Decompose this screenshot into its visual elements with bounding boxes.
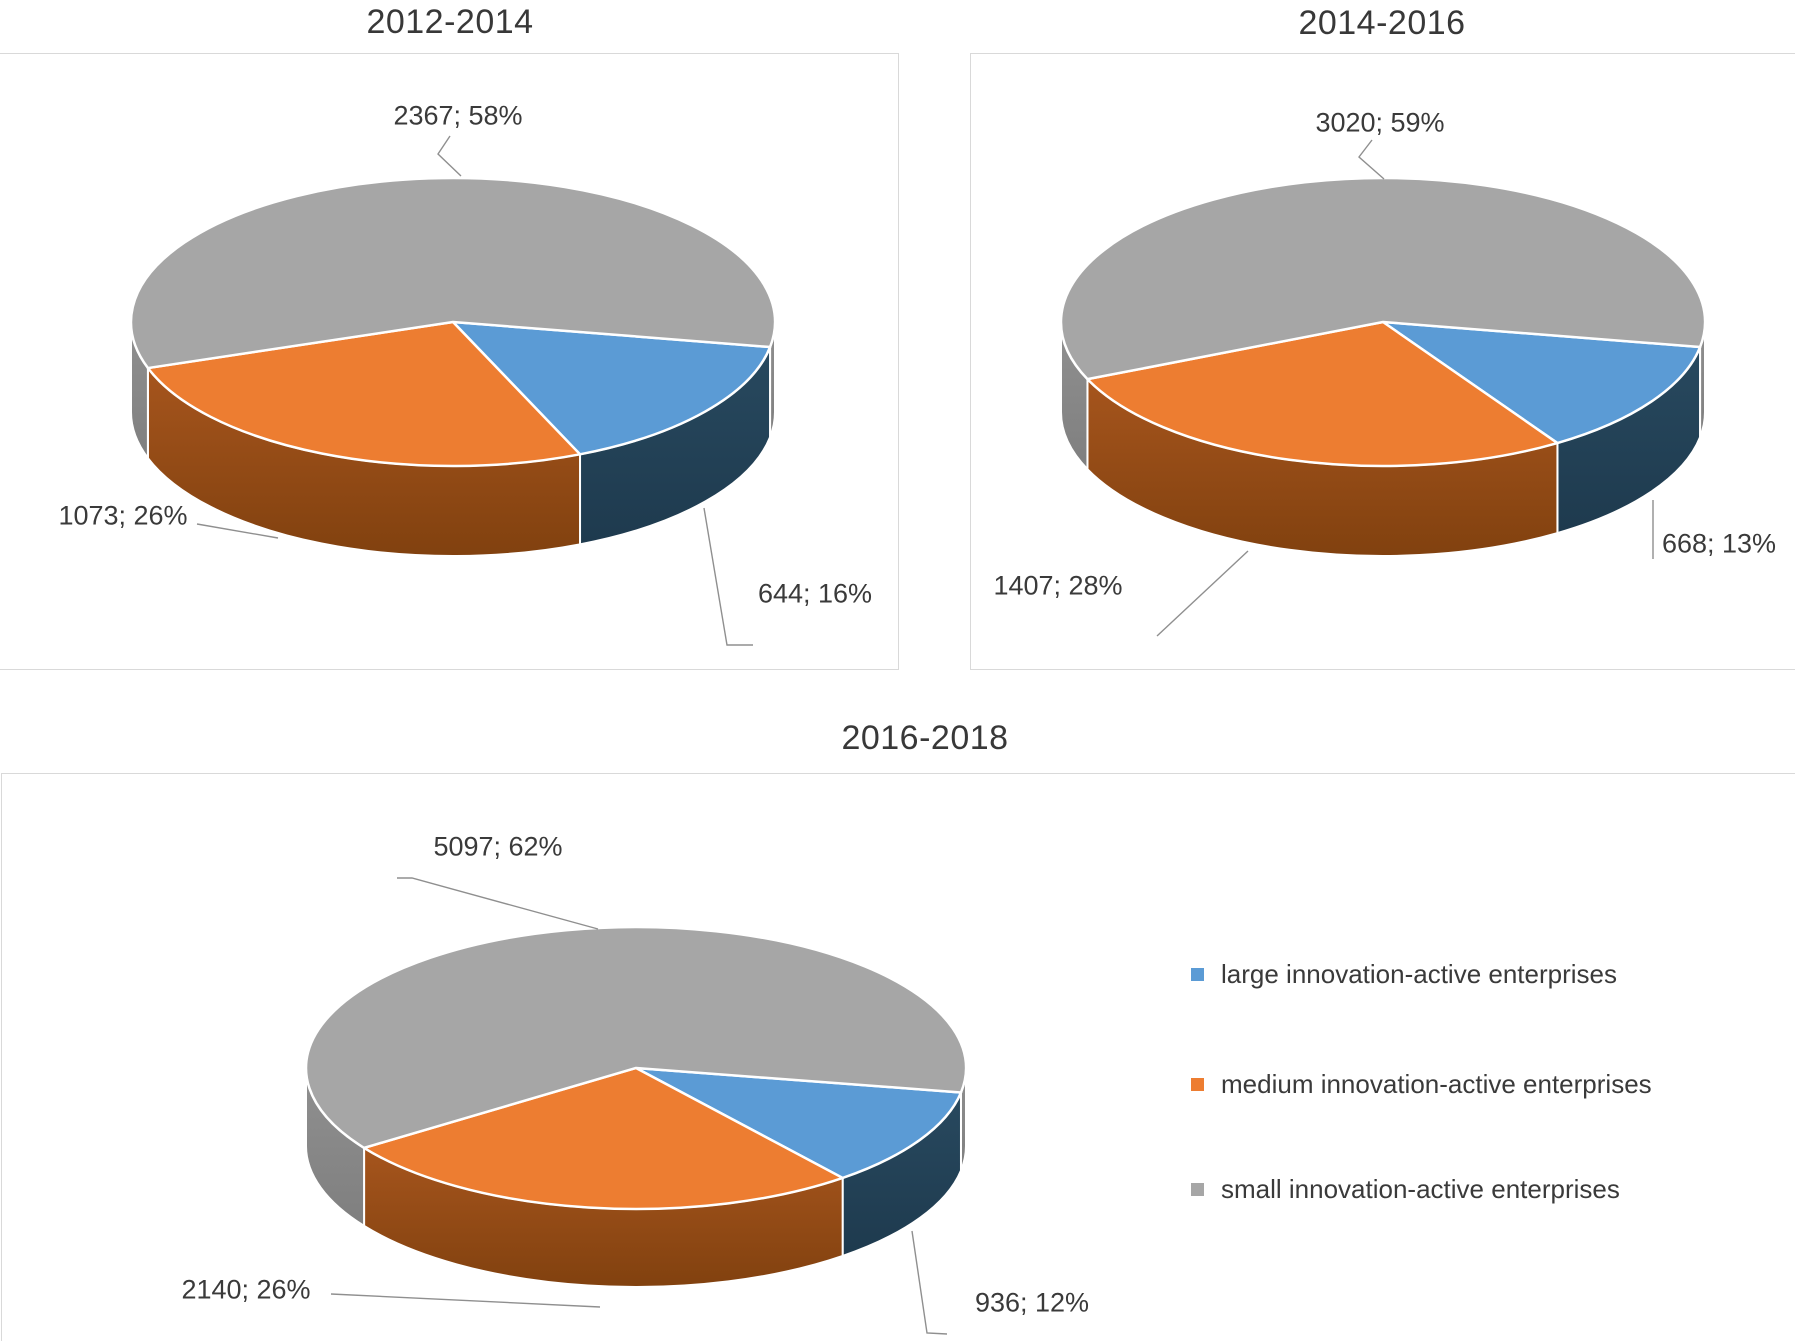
data-label-large innovation-active enterprises: 936; 12%	[974, 1287, 1090, 1318]
pie-slice-medium innovation-active enterprises	[146, 320, 582, 468]
pie-slice-small innovation-active enterprises	[304, 925, 968, 1150]
pie-3d-2016-2018	[304, 877, 968, 1335]
data-label-leader-line	[330, 1293, 601, 1308]
pie-slice-small innovation-active enterprises	[129, 176, 777, 370]
data-label-small innovation-active enterprises: 5097; 62%	[433, 831, 563, 862]
data-label-leader-line	[437, 135, 462, 177]
legend-label: small innovation-active enterprises	[1221, 1173, 1620, 1204]
pie-slice-medium innovation-active enterprises	[1086, 320, 1559, 468]
data-label-leader-line	[1156, 550, 1249, 637]
data-label-leader-line	[1358, 139, 1385, 180]
chart-title-2014-2016: 2014-2016	[1298, 4, 1466, 42]
data-label-leader-line	[911, 1230, 948, 1335]
chart-panel-2012-2014	[0, 53, 899, 670]
pie-3d-2012-2014	[129, 135, 777, 646]
data-label-leader-line	[196, 523, 279, 539]
chart-title-2012-2014: 2012-2014	[366, 3, 534, 41]
chart-panel-2016-2018	[1, 773, 1795, 1341]
data-label-large innovation-active enterprises: 644; 16%	[757, 578, 873, 609]
data-label-small innovation-active enterprises: 3020; 59%	[1315, 107, 1445, 138]
pie-3d-2014-2016	[1059, 139, 1707, 637]
data-label-medium innovation-active enterprises: 1407; 28%	[993, 570, 1123, 601]
legend-item-large: large innovation-active enterprises	[1191, 958, 1617, 989]
data-label-small innovation-active enterprises: 2367; 58%	[393, 100, 523, 131]
data-label-leader-line	[703, 507, 753, 646]
legend-item-small: small innovation-active enterprises	[1191, 1173, 1620, 1204]
pie-slice-large innovation-active enterprises	[634, 1066, 963, 1180]
chart-panel-2014-2016	[970, 53, 1795, 670]
legend-item-medium: medium innovation-active enterprises	[1191, 1068, 1652, 1099]
pie-slice-large innovation-active enterprises	[451, 320, 772, 456]
pie-slice-large innovation-active enterprises	[1381, 320, 1702, 445]
chart-title-2016-2018: 2016-2018	[841, 719, 1009, 757]
data-label-medium innovation-active enterprises: 1073; 26%	[58, 500, 188, 531]
legend-marker-large-icon	[1191, 967, 1204, 981]
legend-label: large innovation-active enterprises	[1221, 958, 1617, 989]
legend-marker-medium-icon	[1191, 1077, 1204, 1091]
data-label-medium innovation-active enterprises: 2140; 26%	[181, 1274, 311, 1305]
data-label-leader-line	[397, 877, 599, 930]
pie-slice-medium innovation-active enterprises	[362, 1066, 844, 1211]
pie-slice-small innovation-active enterprises	[1059, 176, 1707, 381]
data-label-large innovation-active enterprises: 668; 13%	[1661, 528, 1777, 559]
legend-marker-small-icon	[1191, 1182, 1204, 1196]
legend-label: medium innovation-active enterprises	[1221, 1068, 1652, 1099]
